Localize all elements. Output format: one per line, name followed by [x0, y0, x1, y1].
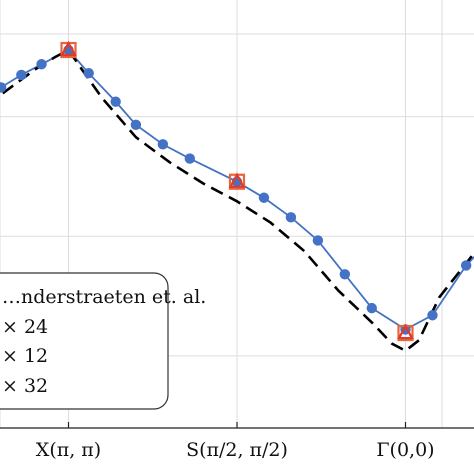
legend: …nderstraeten et. al. × 24 × 12 × 32	[0, 272, 206, 410]
series-blue-point-18	[366, 302, 377, 314]
legend-entry-3: × 32	[2, 375, 48, 397]
series-triangle-point-0	[60, 40, 77, 57]
legend-entry-0: …nderstraeten et. al.	[2, 286, 206, 308]
series-triangle-point-2	[397, 323, 414, 340]
series-blue-point-5	[16, 69, 27, 81]
series-blue-point-15	[285, 212, 297, 223]
series-blue-point-14	[258, 192, 270, 203]
series-blue-point-12	[184, 153, 196, 164]
series-blue-point-11	[157, 139, 169, 150]
series-blue-point-8	[83, 67, 94, 79]
series-triangle-point-1	[228, 172, 246, 188]
x-tick-label-2: Γ(0,0)	[376, 439, 434, 461]
legend-box	[0, 272, 169, 410]
series-blue-point-20	[427, 310, 438, 321]
series-blue-point-17	[339, 269, 351, 280]
series-blue-point-21	[460, 260, 472, 271]
series-blue-point-16	[312, 235, 324, 246]
legend-entry-1: × 24	[2, 316, 48, 338]
series-layer	[0, 40, 474, 353]
x-tick-labels: X(π, π) S(π/2, π/2) Γ(0,0)	[36, 439, 435, 461]
series-line-dashed	[0, 48, 474, 353]
series-blue-point-10	[130, 119, 142, 130]
axis	[0, 422, 474, 429]
x-tick-label-0: X(π, π)	[36, 439, 101, 461]
legend-entry-2: × 12	[2, 345, 48, 367]
series-blue-point-9	[110, 96, 121, 107]
series-blue-point-6	[36, 59, 47, 70]
x-tick-label-1: S(π/2, π/2)	[186, 439, 288, 461]
series-blue-point-4	[0, 82, 7, 93]
